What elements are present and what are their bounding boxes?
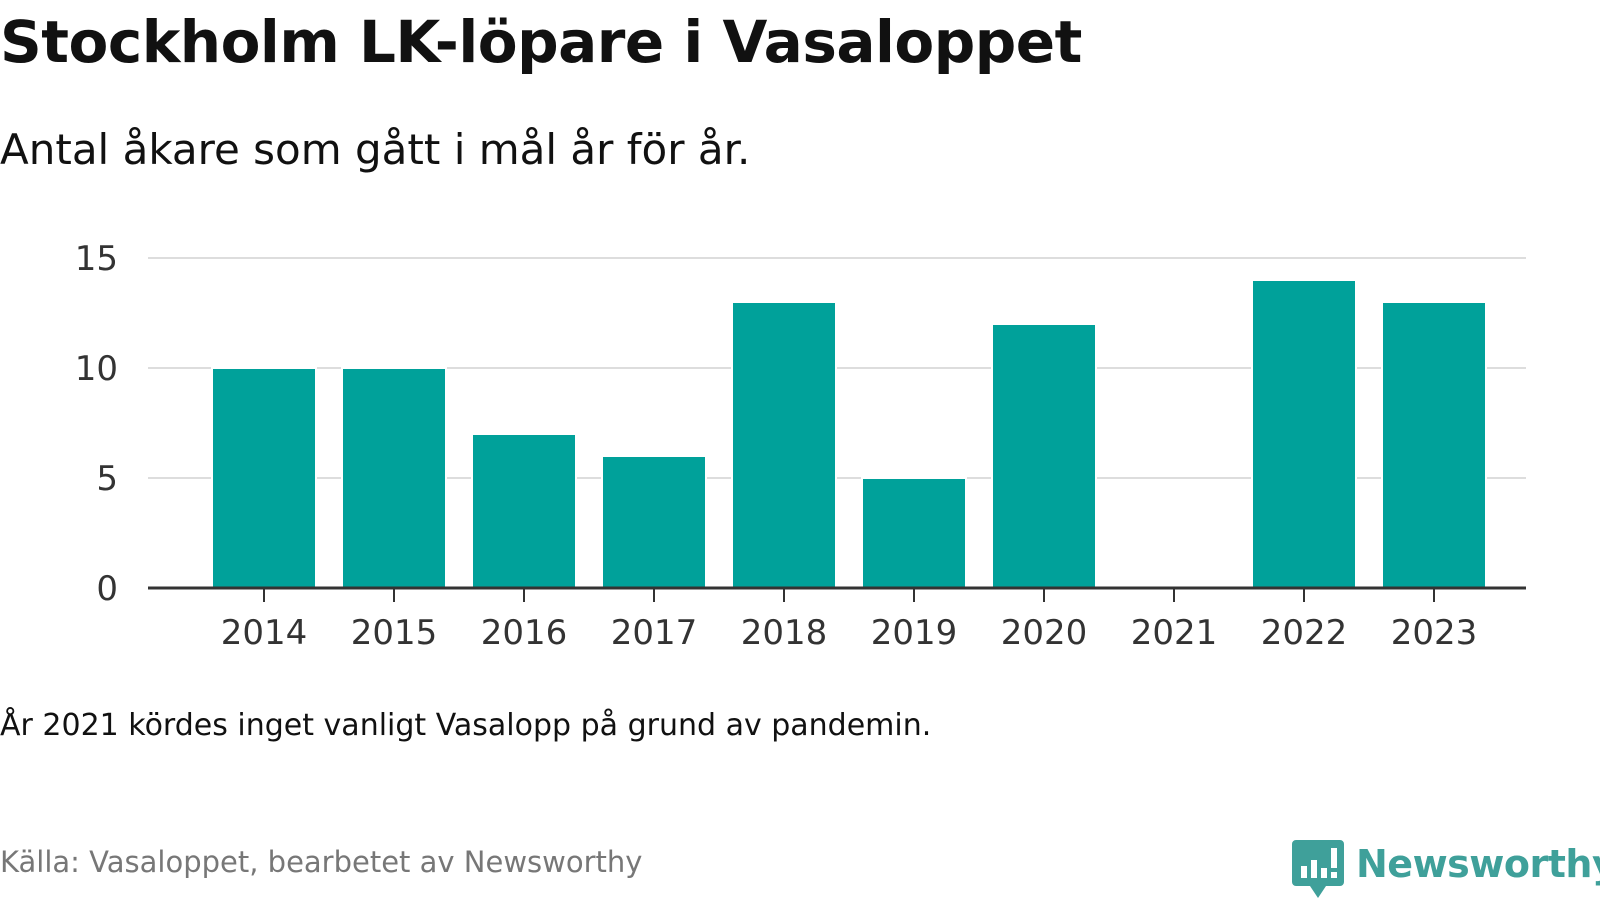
y-tick-label: 15: [75, 239, 118, 279]
brand-logo: Newsworthy: [1292, 840, 1600, 900]
bar-2020: [991, 323, 1097, 589]
x-tick-label: 2020: [1001, 613, 1088, 653]
source-credit: Källa: Vasaloppet, bearbetet av Newswort…: [0, 845, 643, 879]
x-tick-label: 2023: [1391, 613, 1478, 653]
y-tick-label: 10: [75, 349, 118, 389]
chart-note: År 2021 kördes inget vanligt Vasalopp på…: [0, 708, 932, 743]
bar-2022: [1251, 279, 1357, 589]
chart-subtitle: Antal åkare som gått i mål år för år.: [0, 125, 751, 174]
y-tick-label: 5: [96, 459, 118, 499]
x-tick-label: 2017: [611, 613, 698, 653]
x-tick-label: 2016: [481, 613, 568, 653]
x-tick-label: 2018: [741, 613, 828, 653]
x-tick-label: 2022: [1261, 613, 1348, 653]
x-tick-label: 2014: [221, 613, 308, 653]
chart-title: Stockholm LK-löpare i Vasaloppet: [0, 8, 1082, 76]
bar-2014: [211, 367, 317, 589]
bar-2023: [1381, 301, 1487, 589]
newsworthy-logo-icon: [1292, 840, 1344, 898]
bar-2015: [341, 367, 447, 589]
x-tick-label: 2021: [1131, 613, 1218, 653]
x-axis: 2014 2015 2016 2017 2018 2019 2020 2021 2022 2023: [148, 586, 1526, 653]
bar-2018: [731, 301, 837, 589]
x-tick-label: 2015: [351, 613, 438, 653]
brand-name: Newsworthy: [1356, 842, 1600, 886]
x-tick-label: 2019: [871, 613, 958, 653]
y-tick-label: 0: [96, 569, 118, 609]
bar-2016: [471, 433, 577, 589]
y-axis-ticks: 0 5 10 15: [75, 239, 118, 609]
bars: [211, 279, 1487, 589]
bar-2017: [601, 455, 707, 589]
bar-2019: [861, 477, 967, 589]
